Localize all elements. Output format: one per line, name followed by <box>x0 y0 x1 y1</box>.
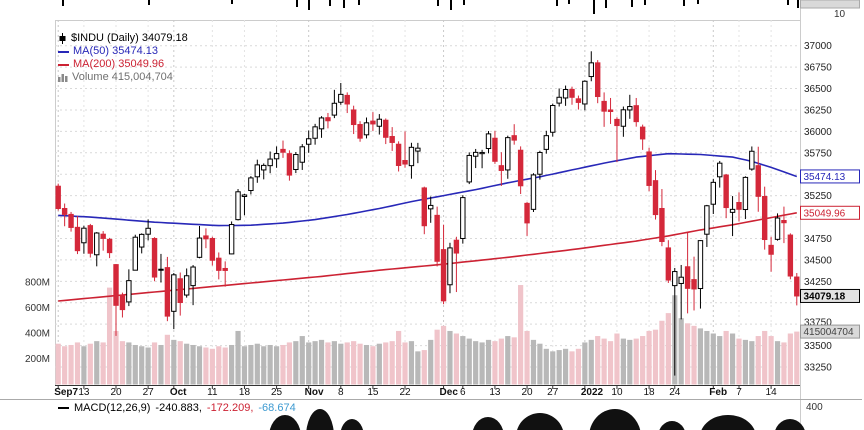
volume-label: Volume 415,004,704 <box>72 71 173 83</box>
svg-text:13: 13 <box>78 387 90 398</box>
macd-axis-label: 400 <box>806 402 823 413</box>
svg-text:10: 10 <box>834 9 846 20</box>
ma200-line-icon <box>58 63 69 66</box>
volume-layer <box>55 285 800 385</box>
volume-bars-icon <box>58 74 68 82</box>
svg-text:34750: 34750 <box>804 234 832 245</box>
svg-text:36500: 36500 <box>804 84 832 95</box>
svg-text:6: 6 <box>460 387 466 398</box>
svg-text:400M: 400M <box>25 329 50 340</box>
svg-text:800M: 800M <box>25 278 50 289</box>
legend-volume-row: Volume 415,004,704 <box>58 71 188 84</box>
svg-text:18: 18 <box>239 387 251 398</box>
ma50-line <box>58 152 798 227</box>
svg-text:14: 14 <box>766 387 778 398</box>
macd-strip <box>0 399 862 430</box>
svg-text:36000: 36000 <box>804 127 832 138</box>
svg-text:22: 22 <box>399 387 411 398</box>
macd-legend: MACD(12,26,9) -240.883, -172.209, -68.67… <box>58 402 296 414</box>
svg-text:36250: 36250 <box>804 105 832 116</box>
macd-line-icon <box>58 407 69 409</box>
svg-text:27: 27 <box>547 387 559 398</box>
legend-ma50-row: MA(50) 35474.13 <box>58 45 188 58</box>
svg-text:Dec: Dec <box>440 387 459 398</box>
svg-text:27: 27 <box>143 387 155 398</box>
ma50-line-icon <box>58 50 69 53</box>
svg-text:600M: 600M <box>25 303 50 314</box>
candlestick-icon <box>59 33 66 44</box>
svg-text:25: 25 <box>271 387 283 398</box>
svg-text:200M: 200M <box>25 354 50 365</box>
candles-layer <box>55 51 800 376</box>
macd-name: MACD(12,26,9) <box>74 402 151 414</box>
ma200-label: MA(200) 35049.96 <box>73 58 165 70</box>
svg-text:11: 11 <box>207 387 218 398</box>
svg-text:Feb: Feb <box>709 387 727 398</box>
svg-text:8: 8 <box>338 387 344 398</box>
svg-text:34079.18: 34079.18 <box>804 291 846 302</box>
price-axis: 37000 36750 36500 36250 36000 35750 35250 34750… <box>804 41 832 373</box>
svg-text:35750: 35750 <box>804 148 832 159</box>
svg-text:15: 15 <box>367 387 379 398</box>
svg-text:Oct: Oct <box>170 387 187 398</box>
legend-symbol-row: $INDU (Daily) 34079.18 <box>58 32 188 45</box>
x-axis: Sep7 13 20 27 Oct 11 18 25 Nov 8 15 22 Dec 6 13 20 27 202… <box>54 385 800 398</box>
svg-text:18: 18 <box>644 387 656 398</box>
svg-text:34500: 34500 <box>804 255 832 266</box>
svg-text:37000: 37000 <box>804 41 832 52</box>
svg-text:36750: 36750 <box>804 63 832 74</box>
ma50-label: MA(50) 35474.13 <box>73 45 158 57</box>
top-strip: 10 <box>62 0 860 20</box>
macd-signal-value: -172.209, <box>206 402 254 414</box>
svg-text:2022: 2022 <box>581 387 604 398</box>
macd-value: -240.883, <box>155 402 202 414</box>
svg-text:33750: 33750 <box>804 318 832 329</box>
axis-value-boxes: 35474.13 35049.96 34079.18 415004704 <box>800 169 860 339</box>
svg-text:33500: 33500 <box>804 341 832 352</box>
svg-text:Nov: Nov <box>305 387 324 398</box>
svg-text:415004704: 415004704 <box>804 327 854 338</box>
macd-histogram-value: -68.674 <box>258 402 296 414</box>
svg-text:34250: 34250 <box>804 277 832 288</box>
svg-text:20: 20 <box>521 387 533 398</box>
chart-legend: $INDU (Daily) 34079.18 MA(50) 35474.13 M… <box>58 32 188 84</box>
svg-text:Sep7: Sep7 <box>54 387 78 398</box>
svg-text:35250: 35250 <box>804 191 832 202</box>
svg-text:10: 10 <box>611 387 623 398</box>
svg-text:20: 20 <box>110 387 122 398</box>
svg-text:7: 7 <box>736 387 742 398</box>
svg-text:13: 13 <box>489 387 501 398</box>
svg-text:35474.13: 35474.13 <box>804 172 846 183</box>
volume-axis: 800M 600M 400M 200M <box>25 278 50 366</box>
symbol-label: $INDU (Daily) 34079.18 <box>71 32 188 44</box>
svg-text:24: 24 <box>669 387 681 398</box>
legend-ma200-row: MA(200) 35049.96 <box>58 58 188 71</box>
svg-text:33250: 33250 <box>804 363 832 374</box>
svg-text:35049.96: 35049.96 <box>804 208 846 219</box>
